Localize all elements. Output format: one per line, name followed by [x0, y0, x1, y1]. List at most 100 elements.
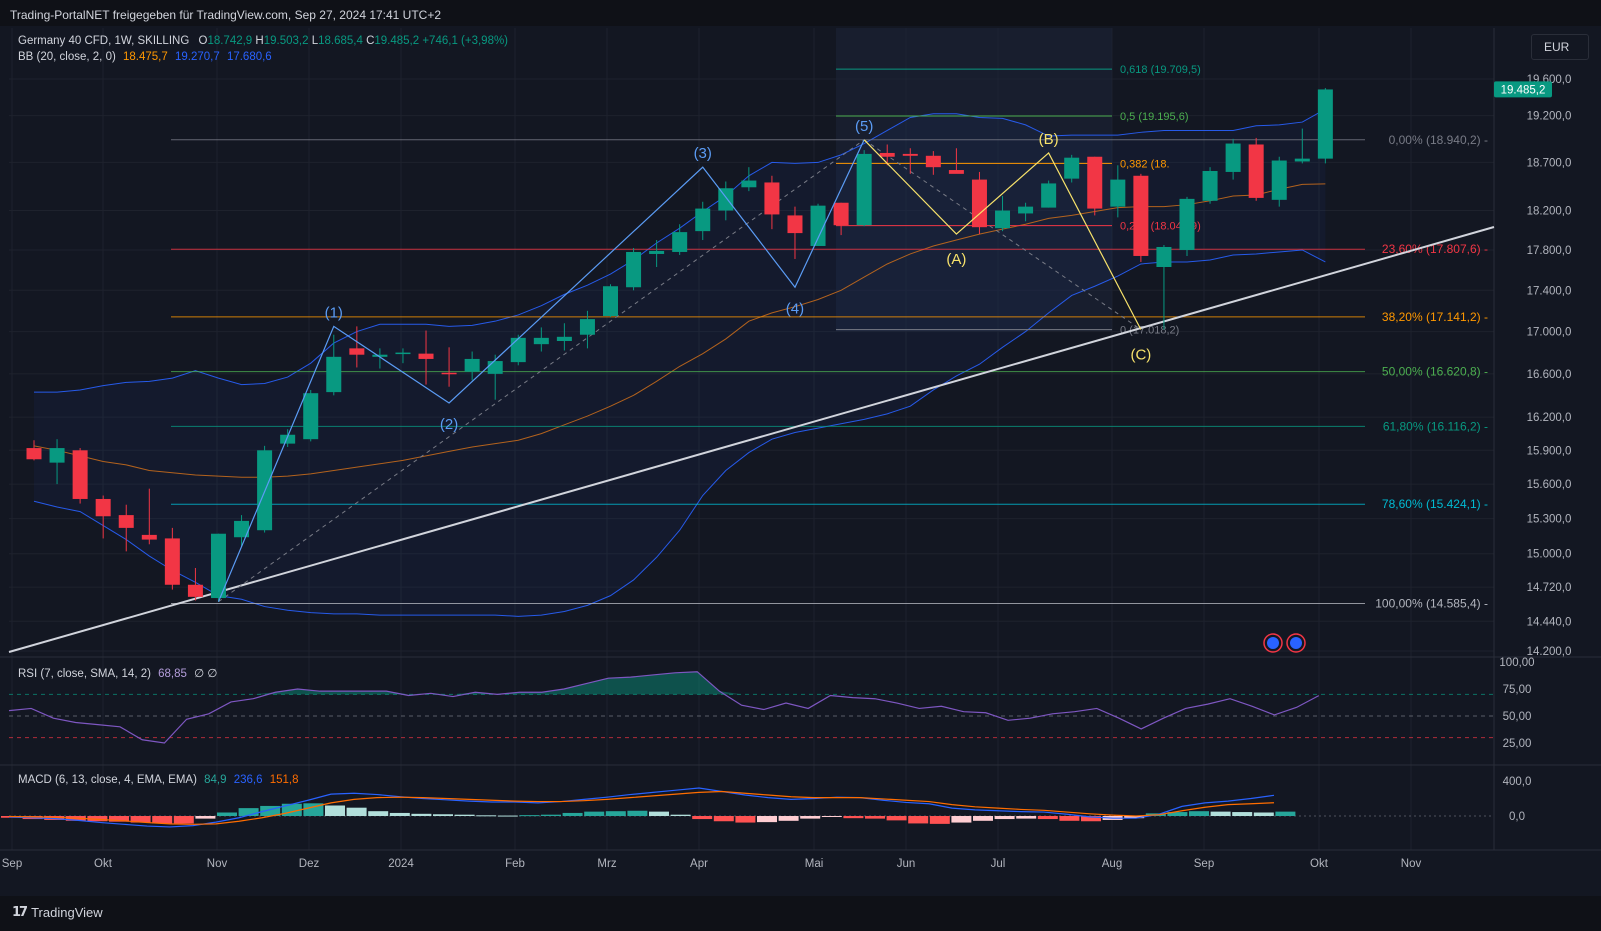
macd-histogram-bar	[389, 812, 410, 816]
macd-histogram-bar	[692, 816, 713, 820]
candle-body	[1179, 198, 1195, 250]
symbol-legend: Germany 40 CFD, 1W, SKILLING O18.742,9 H…	[18, 35, 508, 47]
candle-body	[603, 286, 618, 316]
candle-body	[626, 251, 642, 288]
ohlc-change: +746,1 (+3,98%)	[422, 35, 509, 47]
rsi-extra: ∅ ∅	[194, 668, 218, 680]
price-tick-label: 16.600,0	[1527, 369, 1572, 381]
elliott-wave-blue-path	[217, 139, 865, 602]
ohlc-low-label: L	[311, 35, 319, 47]
bollinger-fill	[34, 109, 1326, 617]
candle-body	[280, 434, 296, 444]
candle-body	[349, 348, 365, 355]
wave-label: (A)	[946, 251, 966, 268]
rsi-line	[8, 671, 1320, 744]
price-tick-label: 19.200,0	[1527, 111, 1572, 123]
macd-histogram-bar	[476, 815, 497, 817]
bb-upper-value: 19.270,7	[174, 51, 220, 63]
candle-body	[1018, 206, 1034, 214]
macd-histogram-bar	[217, 812, 237, 816]
candle-body	[1248, 144, 1264, 198]
candle-body	[1202, 170, 1218, 201]
macd-histogram-bar	[1124, 816, 1145, 819]
macd-histogram-bar	[44, 816, 65, 820]
brand-name: TradingView	[31, 904, 103, 920]
candle-body	[533, 337, 549, 345]
candle-body	[118, 515, 134, 528]
macd-histogram-bar	[1059, 816, 1080, 821]
currency-selector[interactable]: EUR	[1531, 34, 1589, 60]
bb-legend: BB (20, close, 2, 0) 18.475,7 19.270,7 1…	[18, 51, 272, 63]
candle-body	[1133, 175, 1149, 256]
macd-histogram-bar	[800, 816, 821, 819]
candle-body	[1110, 179, 1126, 207]
candle-body	[556, 336, 572, 342]
last-price-tag	[1494, 81, 1552, 98]
macd-histogram-bar	[929, 816, 950, 824]
price-tick-label: 17.800,0	[1527, 245, 1572, 257]
candle-body	[925, 155, 941, 168]
tradingview-brand[interactable]: 𝟭𝟳 TradingView	[12, 904, 103, 920]
time-tick-label: 2024	[388, 858, 414, 870]
candle-body	[1317, 89, 1333, 159]
candle-body	[695, 208, 711, 232]
candle-body	[164, 538, 180, 585]
ohlc-low: 18.685,4	[318, 35, 363, 47]
macd-macd-line	[8, 787, 1275, 828]
price-tick-label: 15.300,0	[1527, 514, 1572, 526]
macd-signal-value: 151,8	[269, 774, 299, 786]
macd-histogram-bar	[1037, 816, 1058, 820]
macd-histogram-bar	[778, 816, 799, 821]
macd-histogram-bar	[713, 816, 734, 822]
fib-level-label: 0,00% (18.940,2) -	[1389, 133, 1488, 147]
event-marker-icon	[1286, 633, 1306, 653]
candle-body	[1041, 183, 1057, 208]
candle-body	[187, 584, 203, 597]
time-tick-label: Apr	[690, 858, 708, 870]
candle-body	[1294, 158, 1310, 162]
candle-body	[1064, 157, 1080, 179]
rsi-legend: RSI (7, close, SMA, 14, 2) 68,85 ∅ ∅	[18, 666, 217, 680]
candle-body	[741, 180, 757, 188]
tradingview-logo-icon: 𝟭𝟳	[12, 904, 28, 919]
candle-body	[418, 353, 434, 359]
candle-body	[579, 319, 595, 335]
rsi-tick-label: 25,00	[1503, 738, 1532, 750]
time-tick-label: Feb	[505, 858, 525, 870]
candle-body	[372, 354, 388, 357]
fib-level-label: 50,00% (16.620,8) -	[1382, 365, 1488, 379]
time-tick-label: Jun	[897, 858, 916, 870]
candle-body	[856, 153, 872, 226]
elliott-wave-yellow-path	[863, 139, 1142, 330]
candle-body	[948, 170, 964, 174]
macd-histogram-bar	[994, 816, 1015, 820]
candle-body	[303, 393, 319, 440]
macd-histogram-bar	[303, 803, 324, 816]
rsi-overbought-fill	[9, 671, 1319, 695]
event-marker-icon	[1263, 633, 1283, 653]
time-tick-label: Nov	[207, 858, 228, 870]
fib-ext-label: 0,5 (19.195,6)	[1120, 111, 1189, 123]
macd-histogram-bar	[821, 816, 842, 817]
price-tick-label: 15.900,0	[1527, 445, 1572, 457]
trend-line	[8, 226, 1495, 653]
macd-histogram-bar	[130, 816, 151, 823]
price-tick-label: 14.440,0	[1527, 616, 1572, 628]
macd-histogram-bar	[951, 816, 972, 823]
macd-histogram-bar	[346, 807, 367, 816]
macd-hist-value: 84,9	[204, 774, 227, 786]
candle-body	[1156, 246, 1172, 268]
candle-body	[141, 534, 157, 540]
last-price-label: 19.485,2	[1501, 84, 1546, 96]
ohlc-high-label: H	[255, 35, 264, 47]
price-tick-label: 17.400,0	[1527, 285, 1572, 297]
fib-ext-label: 0 (17.018,2)	[1120, 325, 1179, 337]
candle-body	[1087, 156, 1103, 209]
candle-body	[971, 179, 987, 228]
time-tick-label: Nov	[1401, 858, 1422, 870]
bb-lower-value: 17.680,6	[226, 51, 272, 63]
fib-level-label: 23,60% (17.807,6) -	[1382, 242, 1488, 256]
macd-histogram-bar	[109, 816, 129, 822]
candle-body	[510, 337, 526, 363]
